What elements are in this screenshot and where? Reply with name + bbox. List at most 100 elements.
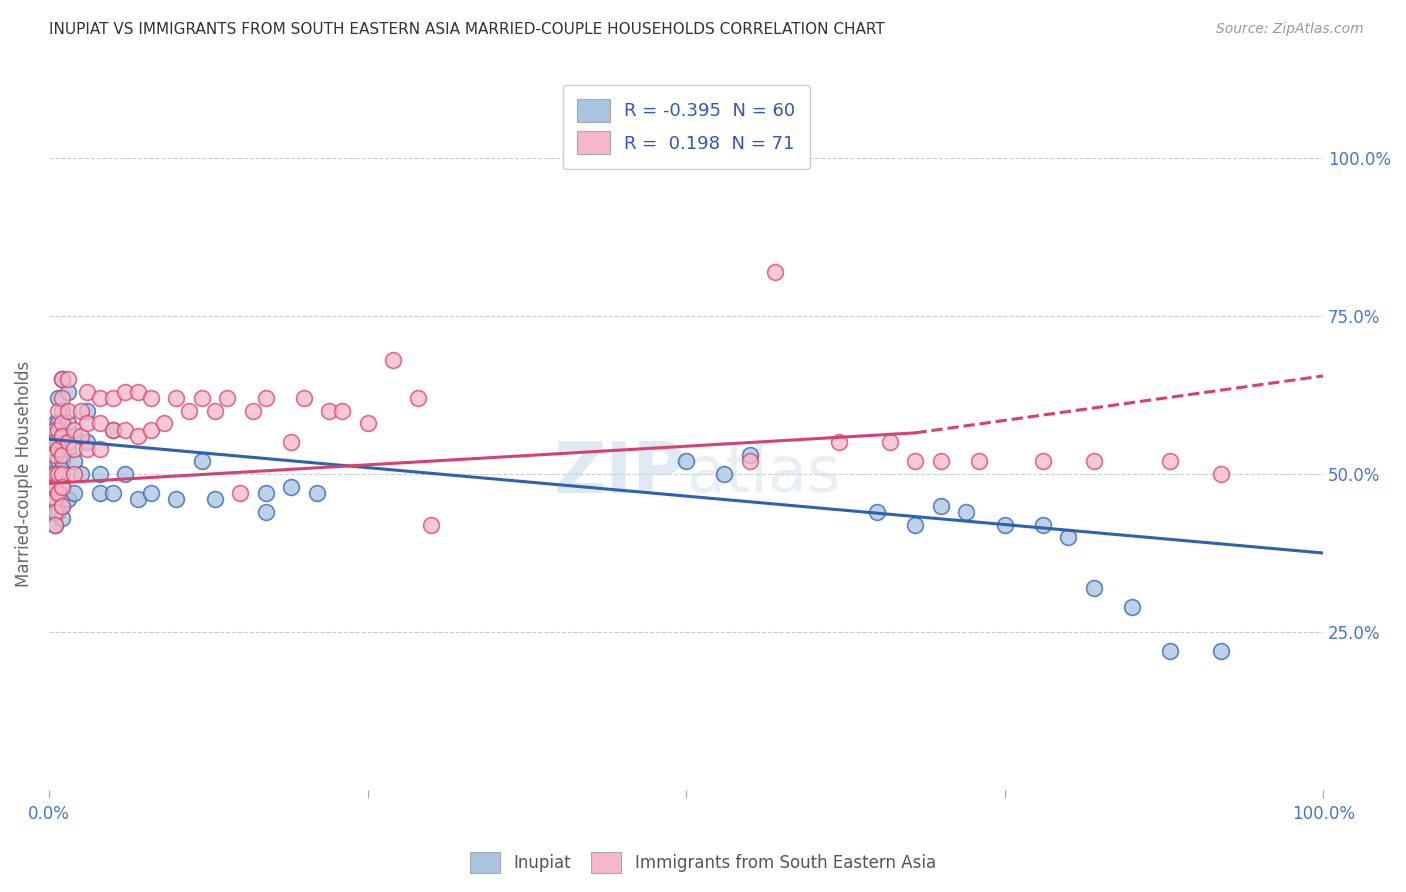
- Point: [217, 391, 239, 405]
- Point: [44, 448, 66, 462]
- Point: [51, 480, 73, 494]
- Point: [139, 423, 162, 437]
- Point: [63, 467, 86, 481]
- Point: [46, 391, 69, 405]
- Point: [51, 391, 73, 405]
- Point: [904, 454, 927, 468]
- Point: [63, 423, 86, 437]
- Point: [51, 435, 73, 450]
- Point: [46, 403, 69, 417]
- Point: [280, 480, 302, 494]
- Point: [254, 486, 277, 500]
- Point: [44, 454, 66, 468]
- Point: [1159, 454, 1181, 468]
- Point: [51, 403, 73, 417]
- Point: [165, 492, 187, 507]
- Point: [76, 403, 98, 417]
- Point: [229, 486, 252, 500]
- Point: [44, 517, 66, 532]
- Point: [44, 480, 66, 494]
- Point: [44, 492, 66, 507]
- Point: [76, 435, 98, 450]
- Point: [46, 423, 69, 437]
- Point: [713, 467, 735, 481]
- Point: [46, 442, 69, 456]
- Point: [165, 391, 187, 405]
- Point: [191, 391, 214, 405]
- Text: Source: ZipAtlas.com: Source: ZipAtlas.com: [1216, 22, 1364, 37]
- Point: [69, 403, 91, 417]
- Point: [56, 492, 79, 507]
- Point: [63, 429, 86, 443]
- Point: [44, 417, 66, 431]
- Point: [51, 448, 73, 462]
- Point: [356, 417, 378, 431]
- Point: [127, 429, 149, 443]
- Point: [318, 403, 340, 417]
- Point: [44, 435, 66, 450]
- Legend: R = -0.395  N = 60, R =  0.198  N = 71: R = -0.395 N = 60, R = 0.198 N = 71: [562, 85, 810, 169]
- Point: [76, 384, 98, 399]
- Point: [139, 486, 162, 500]
- Point: [44, 423, 66, 437]
- Point: [967, 454, 990, 468]
- Point: [101, 423, 124, 437]
- Point: [382, 353, 405, 368]
- Point: [191, 454, 214, 468]
- Point: [1032, 517, 1054, 532]
- Point: [44, 505, 66, 519]
- Point: [46, 417, 69, 431]
- Point: [89, 391, 111, 405]
- Point: [89, 442, 111, 456]
- Point: [179, 403, 201, 417]
- Point: [101, 391, 124, 405]
- Point: [51, 499, 73, 513]
- Point: [51, 417, 73, 431]
- Point: [254, 391, 277, 405]
- Point: [44, 435, 66, 450]
- Point: [1083, 454, 1105, 468]
- Point: [1032, 454, 1054, 468]
- Point: [1083, 581, 1105, 595]
- Point: [56, 403, 79, 417]
- Point: [1121, 599, 1143, 614]
- Point: [89, 467, 111, 481]
- Point: [46, 454, 69, 468]
- Point: [46, 435, 69, 450]
- Point: [51, 480, 73, 494]
- Point: [242, 403, 264, 417]
- Point: [69, 429, 91, 443]
- Point: [51, 499, 73, 513]
- Legend: Inupiat, Immigrants from South Eastern Asia: Inupiat, Immigrants from South Eastern A…: [464, 846, 942, 880]
- Point: [305, 486, 328, 500]
- Point: [763, 264, 786, 278]
- Point: [51, 467, 73, 481]
- Point: [44, 467, 66, 481]
- Point: [56, 384, 79, 399]
- Point: [56, 372, 79, 386]
- Point: [1211, 644, 1233, 658]
- Point: [56, 442, 79, 456]
- Text: ZIP: ZIP: [554, 440, 686, 508]
- Point: [76, 417, 98, 431]
- Point: [51, 429, 73, 443]
- Point: [139, 391, 162, 405]
- Point: [46, 486, 69, 500]
- Point: [127, 492, 149, 507]
- Text: atlas: atlas: [686, 443, 841, 505]
- Point: [101, 423, 124, 437]
- Point: [994, 517, 1017, 532]
- Point: [408, 391, 430, 405]
- Point: [866, 505, 889, 519]
- Point: [254, 505, 277, 519]
- Point: [292, 391, 315, 405]
- Point: [955, 505, 977, 519]
- Text: INUPIAT VS IMMIGRANTS FROM SOUTH EASTERN ASIA MARRIED-COUPLE HOUSEHOLDS CORRELAT: INUPIAT VS IMMIGRANTS FROM SOUTH EASTERN…: [49, 22, 884, 37]
- Point: [280, 435, 302, 450]
- Point: [44, 517, 66, 532]
- Point: [56, 417, 79, 431]
- Point: [51, 372, 73, 386]
- Point: [101, 486, 124, 500]
- Point: [929, 499, 952, 513]
- Point: [44, 467, 66, 481]
